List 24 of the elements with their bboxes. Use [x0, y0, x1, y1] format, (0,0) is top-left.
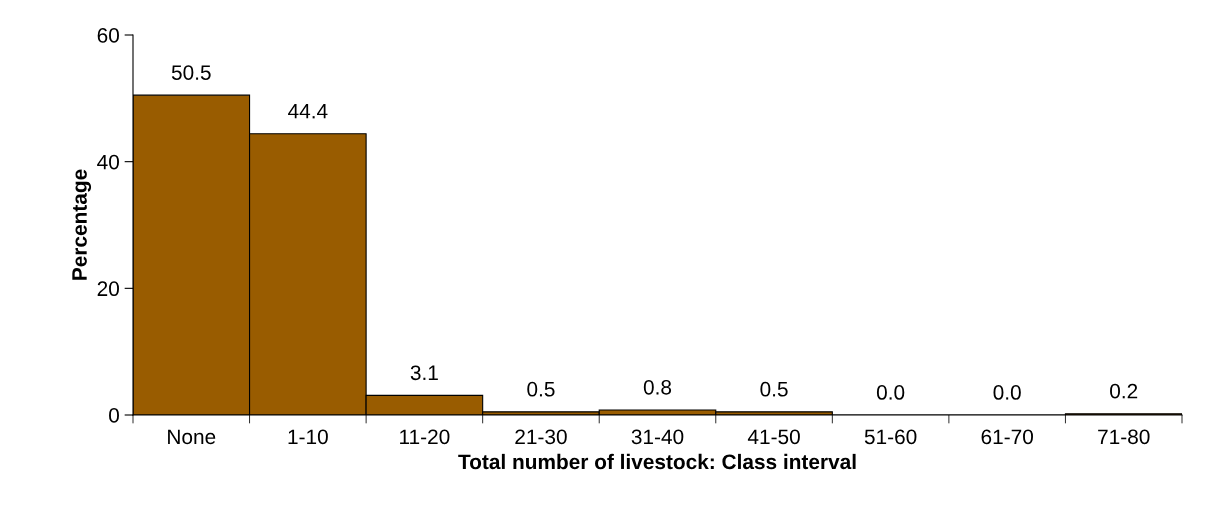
x-axis-title: Total number of livestock: Class interval	[458, 453, 856, 470]
data-label: 3.1	[410, 365, 438, 381]
x-tick-label: 51-60	[864, 429, 917, 445]
data-label: 0.8	[643, 379, 672, 395]
data-label: 44.4	[288, 104, 328, 119]
x-tick-label: 11-20	[400, 429, 450, 445]
y-tick-label: 0	[109, 408, 119, 423]
y-tick-label: 20	[97, 281, 119, 297]
data-label: 0.5	[527, 381, 555, 397]
x-tick-label: 21-30	[515, 429, 567, 445]
x-tick-label: 41-50	[747, 429, 800, 445]
y-tick-label: 60	[97, 28, 119, 43]
x-tick-label: None	[168, 429, 216, 445]
data-label: 0.5	[760, 381, 788, 397]
x-tick-label: 71-80	[1098, 429, 1150, 445]
data-label: 0.0	[876, 385, 905, 400]
y-tick-label: 40	[97, 154, 119, 170]
x-tick-label: 31-40	[631, 429, 684, 445]
x-tick-label: 1-10	[288, 429, 328, 445]
data-label: 0.2	[1110, 383, 1138, 399]
data-label: 0.0	[993, 385, 1021, 400]
data-label: 50.5	[171, 65, 211, 80]
y-axis-title: Percentage	[72, 169, 92, 280]
x-tick-label: 61-70	[981, 429, 1033, 445]
